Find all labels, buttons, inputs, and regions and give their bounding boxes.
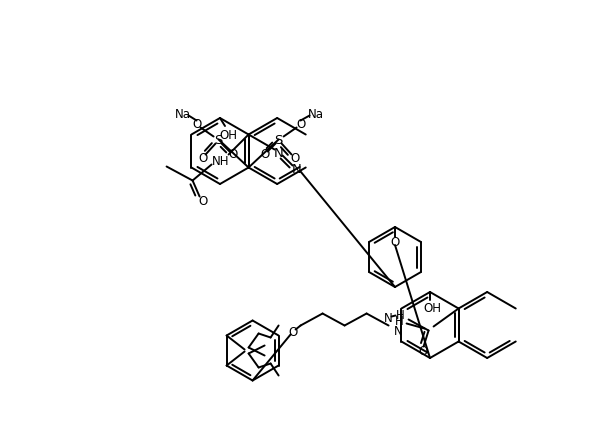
Text: N: N [384, 311, 393, 324]
Text: N: N [291, 163, 302, 175]
Text: H: H [396, 308, 405, 321]
Text: O: O [290, 152, 299, 165]
Text: OH: OH [423, 302, 441, 315]
Text: S: S [215, 134, 223, 147]
Text: S: S [274, 134, 283, 147]
Text: Na: Na [175, 108, 191, 121]
Text: O: O [198, 194, 207, 208]
Text: O: O [192, 118, 201, 131]
Text: Na: Na [308, 108, 324, 121]
Text: NH: NH [212, 155, 229, 168]
Text: O: O [228, 147, 237, 161]
Text: N: N [394, 324, 403, 337]
Text: O: O [198, 152, 207, 165]
Text: O: O [288, 325, 297, 338]
Text: O: O [418, 344, 427, 357]
Text: O: O [260, 147, 269, 161]
Text: OH: OH [219, 128, 237, 141]
Text: N: N [274, 147, 284, 160]
Text: O: O [296, 118, 305, 131]
Text: H: H [395, 314, 404, 327]
Text: O: O [390, 235, 400, 248]
